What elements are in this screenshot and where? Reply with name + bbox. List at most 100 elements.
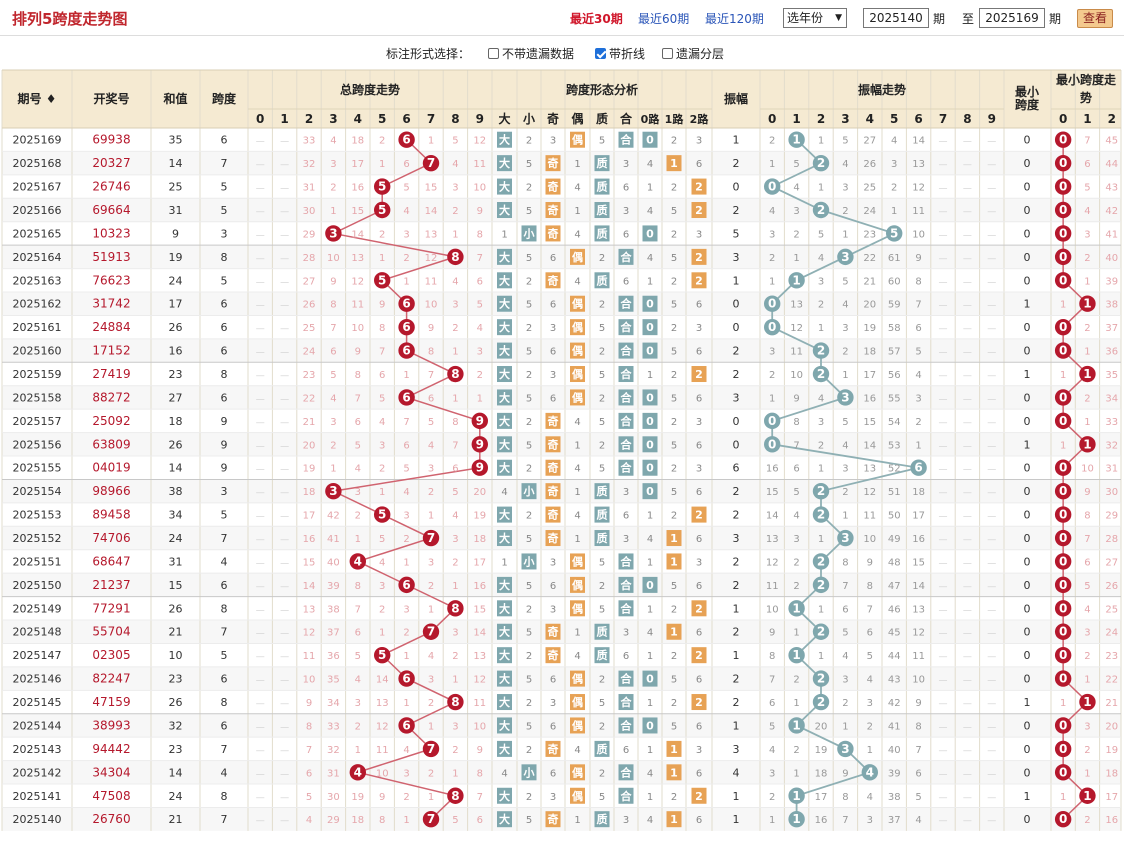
option-layered-label: 遗漏分层 <box>676 47 725 61</box>
min-span-omit-cell: 20 <box>1105 721 1118 732</box>
header-amp-digit: 9 <box>988 112 996 126</box>
period-cell: 2025158 <box>13 391 62 404</box>
checkbox-layered[interactable] <box>662 48 673 59</box>
draw-number-cell: 25092 <box>92 414 130 428</box>
form-mark-label: 偶 <box>572 320 583 334</box>
amp-omit-cell: — <box>939 676 948 686</box>
option-no-omission[interactable]: 不带遗漏数据 <box>488 45 574 62</box>
recent-30-link[interactable]: 最近30期 <box>570 12 623 26</box>
checkbox-polyline[interactable] <box>595 48 606 59</box>
form-omit-cell: 6 <box>696 815 702 826</box>
span-omit-cell: 1 <box>403 557 409 568</box>
amp-omit-cell: 2 <box>769 370 775 381</box>
span-omit-cell: 3 <box>355 487 361 498</box>
form-omit-cell: 6 <box>696 159 702 170</box>
header-period[interactable]: 期号 ♦ <box>18 91 57 106</box>
min-span-omit-cell: 7 <box>1084 534 1090 545</box>
option-layered[interactable]: 遗漏分层 <box>662 45 724 62</box>
span-omit-cell: — <box>256 816 265 826</box>
form-mark-label: 奇 <box>548 203 559 217</box>
form-mark-label: 大 <box>499 695 510 709</box>
draw-number-cell: 38993 <box>92 718 130 732</box>
form-mark-label: 2 <box>695 274 703 287</box>
span-ball <box>398 295 415 312</box>
form-mark <box>497 787 512 804</box>
span-cell: 6 <box>221 719 228 732</box>
span-omit-cell: — <box>280 277 289 287</box>
span-omit-cell: 5 <box>403 464 409 475</box>
checkbox-no-omission[interactable] <box>488 48 499 59</box>
form-mark-label: 奇 <box>548 437 559 451</box>
query-button[interactable]: 查看 <box>1077 9 1113 28</box>
amp-omit-cell: — <box>987 793 996 803</box>
amp-ball <box>812 670 830 687</box>
span-omit-cell: — <box>256 230 265 240</box>
amp-ball-label: 2 <box>817 578 825 592</box>
span-ball-label: 4 <box>354 765 362 779</box>
form-mark-label: 奇 <box>548 226 559 240</box>
span-omit-cell: 1 <box>379 253 385 264</box>
form-mark <box>497 576 512 593</box>
span-omit-cell: 32 <box>303 159 316 170</box>
form-omit-cell: 3 <box>696 745 702 756</box>
form-mark-label: 偶 <box>572 695 583 709</box>
amp-omit-cell: 53 <box>888 440 901 451</box>
amp-omit-cell: — <box>987 277 996 287</box>
amp-ball-label: 2 <box>817 367 825 381</box>
form-omit-cell: 6 <box>550 300 556 311</box>
form-mark-label: 偶 <box>572 390 583 404</box>
amp-omit-cell: 17 <box>912 511 925 522</box>
form-mark <box>497 623 512 640</box>
span-omit-cell: — <box>256 324 265 334</box>
form-omit-cell: 3 <box>550 136 556 147</box>
sum-cell: 23 <box>169 673 183 686</box>
form-mark <box>642 389 658 406</box>
span-ball-label: 8 <box>451 601 459 615</box>
form-omit-cell: 3 <box>623 206 629 217</box>
draw-number-cell: 47159 <box>92 695 130 709</box>
option-no-omission-label: 不带遗漏数据 <box>502 47 575 61</box>
amp-omit-cell: — <box>963 254 972 264</box>
sum-cell: 26 <box>169 696 183 709</box>
form-mark-label: 0 <box>646 462 654 475</box>
form-mark-label: 合 <box>621 320 633 334</box>
form-omit-cell: 1 <box>574 159 580 170</box>
to-period-input[interactable]: 2025169 <box>979 8 1045 28</box>
span-omit-cell: 3 <box>477 347 483 358</box>
amp-ball-label: 4 <box>866 765 874 779</box>
amp-cell: 3 <box>733 391 740 404</box>
amp-omit-cell: 4 <box>842 440 848 451</box>
amp-omit-cell: — <box>939 605 948 615</box>
min-span-cell: 0 <box>1024 227 1031 240</box>
header-span-digit: 8 <box>451 112 459 126</box>
from-period-input[interactable]: 2025140 <box>863 8 929 28</box>
form-mark <box>642 342 658 359</box>
header-amp-digit: 0 <box>768 112 776 126</box>
form-omit-cell: 5 <box>599 557 605 568</box>
amp-omit-cell: 4 <box>793 183 799 194</box>
form-omit-cell: 4 <box>647 628 653 639</box>
form-mark-label: 大 <box>499 344 510 358</box>
form-mark <box>497 155 512 172</box>
year-select[interactable]: 选年份 ▼ <box>783 8 847 28</box>
span-omit-cell: — <box>280 699 289 709</box>
span-omit-cell: — <box>256 418 265 428</box>
span-omit-cell: — <box>280 793 289 803</box>
amp-cell: 3 <box>733 743 740 756</box>
min-span-omit-cell: 5 <box>1084 581 1090 592</box>
span-omit-cell: — <box>256 371 265 381</box>
recent-120-link[interactable]: 最近120期 <box>705 12 764 26</box>
span-omit-cell: 13 <box>303 604 316 615</box>
amp-ball <box>764 412 781 430</box>
recent-60-link[interactable]: 最近60期 <box>638 12 690 26</box>
draw-number-cell: 27419 <box>92 367 130 381</box>
min-span-cell: 1 <box>1024 368 1031 381</box>
span-omit-cell: 1 <box>330 206 336 217</box>
option-polyline[interactable]: 带折线 <box>595 45 645 62</box>
draw-number-cell: 51913 <box>92 250 130 264</box>
form-omit-cell: 6 <box>623 511 629 522</box>
amp-omit-cell: 4 <box>867 792 873 803</box>
amp-ball <box>764 295 781 312</box>
period-cell: 2025143 <box>13 743 62 756</box>
span-omit-cell: 13 <box>351 253 364 264</box>
